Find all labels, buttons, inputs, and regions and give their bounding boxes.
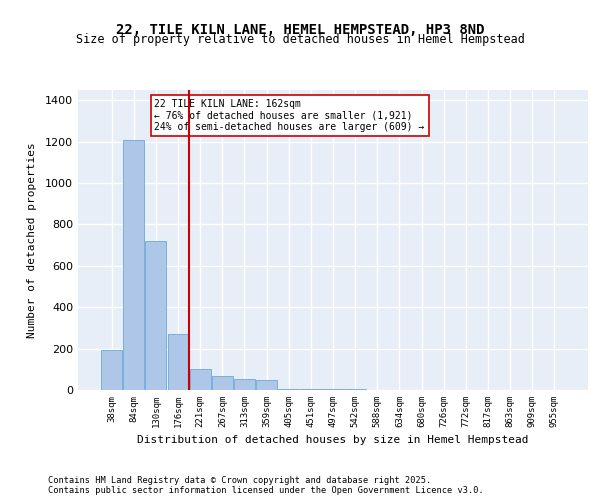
X-axis label: Distribution of detached houses by size in Hemel Hempstead: Distribution of detached houses by size … [137,436,529,446]
Bar [101,350,122,390]
Text: 22 TILE KILN LANE: 162sqm
← 76% of detached houses are smaller (1,921)
24% of se: 22 TILE KILN LANE: 162sqm ← 76% of detac… [155,99,425,132]
Bar [278,389,299,390]
Bar [322,389,344,390]
Bar [344,389,365,390]
Bar [234,378,255,390]
Text: Size of property relative to detached houses in Hemel Hempstead: Size of property relative to detached ho… [76,32,524,46]
Bar [256,380,277,390]
Bar [212,376,233,390]
Text: Contains HM Land Registry data © Crown copyright and database right 2025.
Contai: Contains HM Land Registry data © Crown c… [48,476,484,495]
Bar [167,334,188,390]
Text: 22, TILE KILN LANE, HEMEL HEMPSTEAD, HP3 8ND: 22, TILE KILN LANE, HEMEL HEMPSTEAD, HP3… [116,22,484,36]
Bar [301,389,322,390]
Bar [145,241,166,390]
Bar [124,140,145,390]
Y-axis label: Number of detached properties: Number of detached properties [26,142,37,338]
Bar [190,370,211,390]
